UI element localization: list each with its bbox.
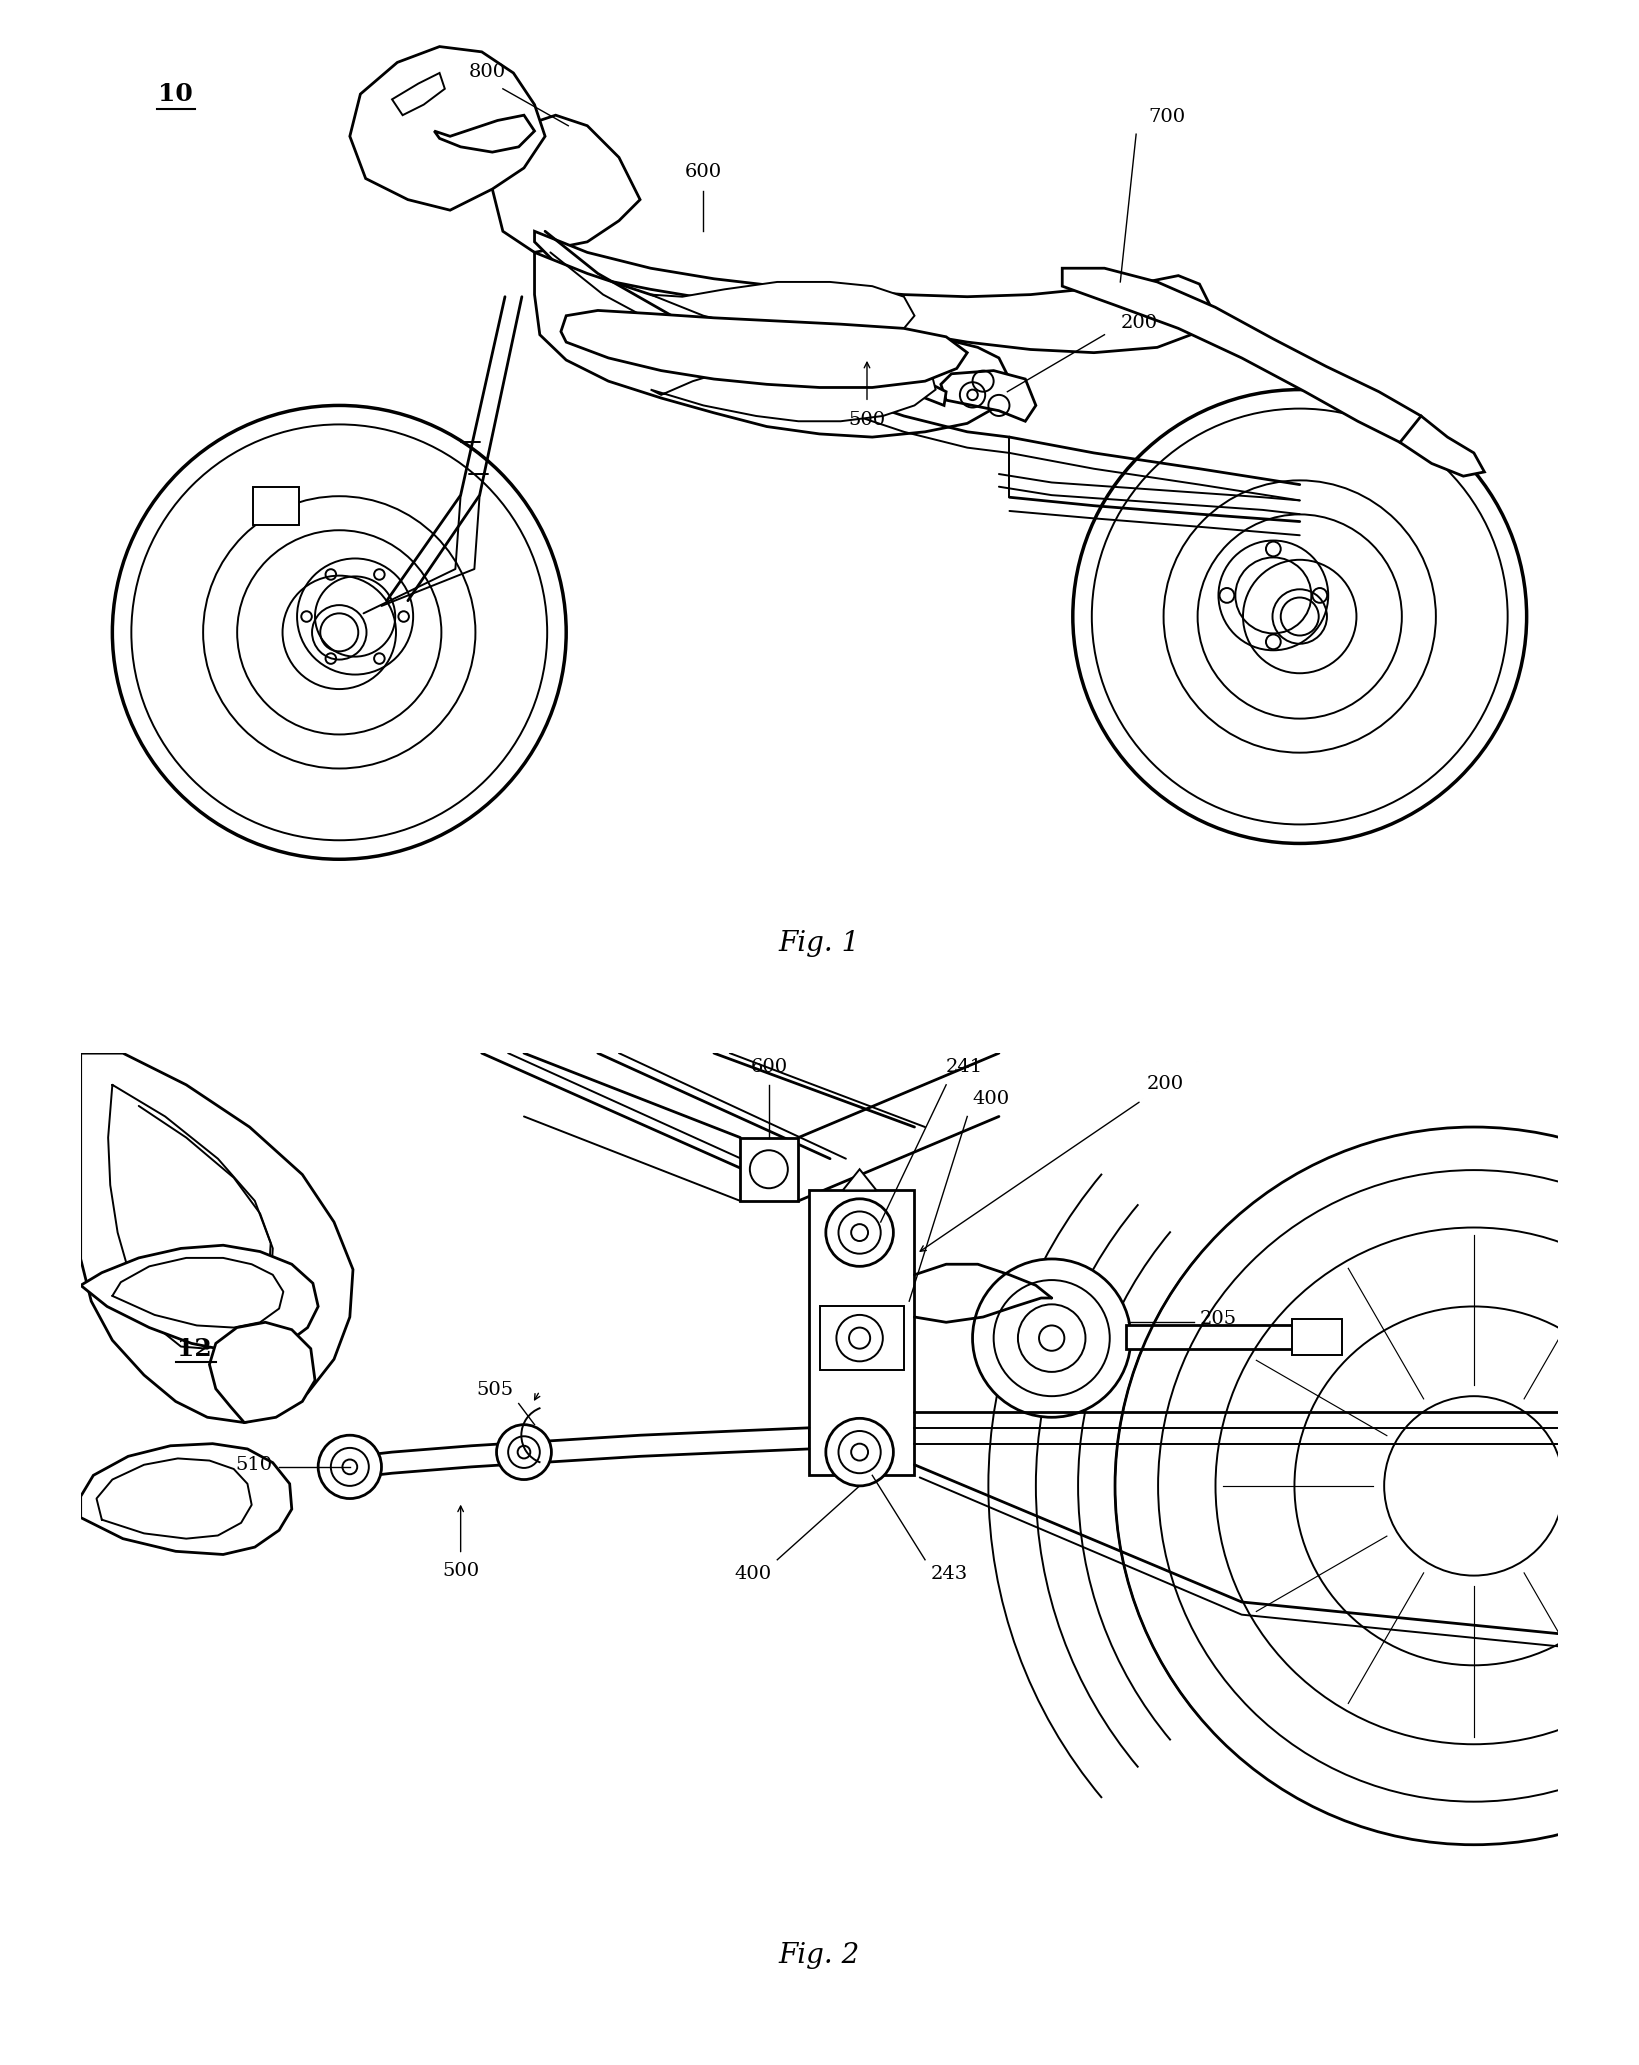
Polygon shape [492,116,641,252]
Polygon shape [210,1322,315,1423]
Polygon shape [534,252,1010,438]
Text: 505: 505 [477,1381,513,1400]
Text: 205: 205 [1200,1309,1236,1328]
Polygon shape [349,47,546,211]
Polygon shape [434,116,534,153]
Polygon shape [741,1138,798,1202]
Polygon shape [1126,1326,1295,1348]
Circle shape [826,1200,893,1266]
Polygon shape [820,1307,905,1369]
Polygon shape [80,1443,292,1555]
Polygon shape [651,353,936,421]
Circle shape [497,1425,551,1479]
Text: 200: 200 [1121,314,1157,332]
Text: 12: 12 [177,1336,211,1361]
Text: 10: 10 [159,83,193,105]
Text: 510: 510 [236,1456,272,1474]
Text: 243: 243 [931,1565,967,1584]
Text: 500: 500 [443,1561,479,1580]
Polygon shape [941,370,1036,421]
Polygon shape [252,487,300,525]
Text: 400: 400 [972,1090,1010,1109]
Text: 200: 200 [1147,1076,1183,1092]
Circle shape [320,613,359,650]
Text: 600: 600 [751,1059,787,1076]
Polygon shape [1292,1320,1342,1355]
Polygon shape [80,1245,318,1351]
Polygon shape [651,283,915,337]
Circle shape [1280,597,1319,636]
Text: 700: 700 [1149,107,1187,126]
Text: 400: 400 [734,1565,772,1584]
Polygon shape [534,231,1210,353]
Polygon shape [80,1053,352,1423]
Polygon shape [824,357,946,405]
Polygon shape [561,310,967,388]
Circle shape [318,1435,382,1499]
Text: Fig. 2: Fig. 2 [779,1941,860,1970]
Polygon shape [1400,415,1485,477]
Text: Fig. 1: Fig. 1 [779,929,860,958]
Text: 800: 800 [469,64,505,81]
Polygon shape [790,363,836,399]
Text: 241: 241 [946,1059,983,1076]
Circle shape [972,1260,1131,1417]
Polygon shape [392,72,444,116]
Text: 500: 500 [849,411,885,430]
Text: 600: 600 [685,163,721,180]
Polygon shape [810,1189,915,1474]
Circle shape [826,1419,893,1487]
Polygon shape [842,1169,877,1189]
Polygon shape [1062,268,1431,450]
